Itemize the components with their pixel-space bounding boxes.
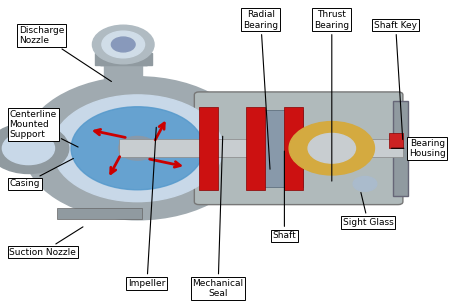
Circle shape	[52, 95, 223, 202]
FancyBboxPatch shape	[118, 140, 403, 157]
Text: Centerline
Mounted
Support: Centerline Mounted Support	[9, 110, 78, 147]
Text: Impeller: Impeller	[128, 127, 165, 288]
Text: Sight Glass: Sight Glass	[343, 192, 393, 227]
FancyBboxPatch shape	[57, 207, 142, 220]
Text: Shaft: Shaft	[273, 151, 296, 240]
FancyBboxPatch shape	[246, 107, 265, 190]
FancyBboxPatch shape	[199, 107, 218, 190]
Circle shape	[0, 123, 69, 173]
Circle shape	[308, 133, 356, 163]
Circle shape	[353, 176, 377, 191]
FancyArrow shape	[33, 133, 66, 163]
Text: Bearing
Housing: Bearing Housing	[392, 139, 446, 158]
Text: Thrust
Bearing: Thrust Bearing	[314, 10, 349, 181]
Text: Mechanical
Seal: Mechanical Seal	[192, 136, 244, 298]
FancyBboxPatch shape	[393, 101, 408, 196]
Circle shape	[111, 37, 135, 52]
Text: Radial
Bearing: Radial Bearing	[243, 10, 278, 169]
Circle shape	[102, 31, 145, 58]
FancyBboxPatch shape	[194, 92, 403, 205]
Text: Discharge
Nozzle: Discharge Nozzle	[19, 26, 111, 82]
Text: Suction Nozzle: Suction Nozzle	[9, 227, 83, 257]
FancyBboxPatch shape	[389, 133, 403, 148]
FancyBboxPatch shape	[284, 107, 303, 190]
Circle shape	[71, 107, 204, 190]
Circle shape	[92, 25, 154, 64]
Circle shape	[118, 137, 156, 160]
FancyBboxPatch shape	[261, 110, 303, 187]
FancyArrow shape	[95, 53, 152, 65]
Text: Casing: Casing	[9, 159, 73, 188]
Circle shape	[289, 122, 374, 175]
Circle shape	[2, 132, 55, 165]
FancyArrow shape	[100, 65, 147, 95]
Text: Shaft Key: Shaft Key	[374, 21, 417, 140]
Circle shape	[24, 77, 251, 220]
